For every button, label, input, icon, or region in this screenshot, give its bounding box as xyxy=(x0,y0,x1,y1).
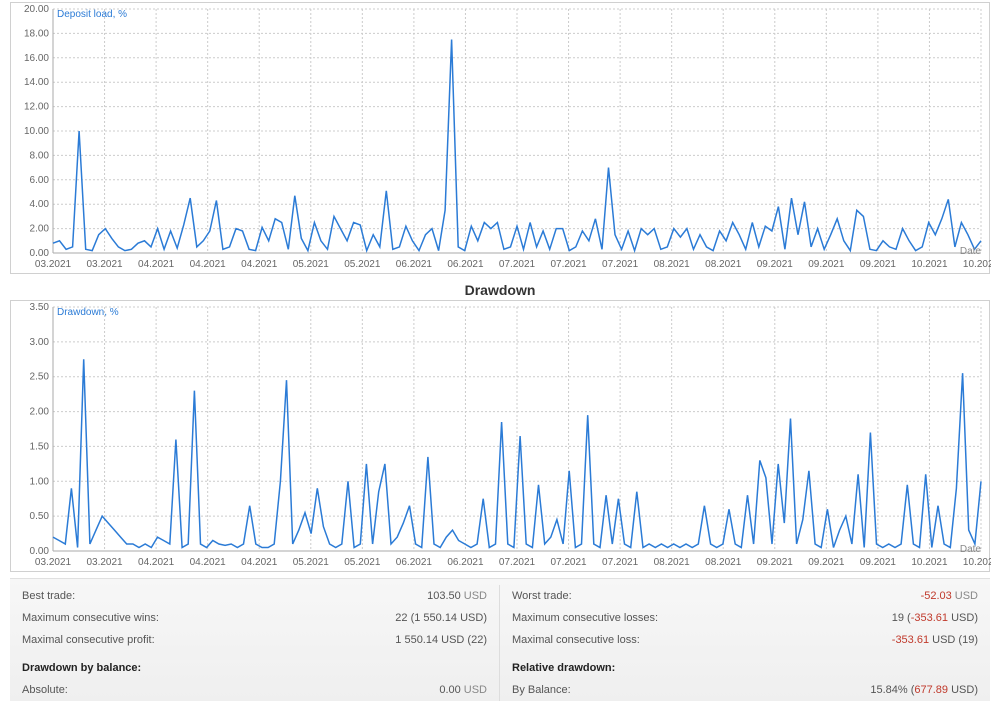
svg-text:8.00: 8.00 xyxy=(30,150,50,161)
svg-text:0.00: 0.00 xyxy=(30,546,50,557)
svg-text:06.2021: 06.2021 xyxy=(396,259,433,270)
svg-text:08.2021: 08.2021 xyxy=(654,259,691,270)
stats-panel: Best trade: 103.50USD Maximum consecutiv… xyxy=(10,578,990,701)
svg-text:10.2021: 10.2021 xyxy=(911,259,948,270)
svg-text:08.2021: 08.2021 xyxy=(705,259,742,270)
chart2-svg: 0.00 0.50 1.00 1.50 2.00 2.50 3.00 3.50 03.2021 0… xyxy=(11,301,991,571)
chart1-date-label: Date xyxy=(960,246,981,257)
svg-text:07.2021: 07.2021 xyxy=(602,259,639,270)
chart2-title: Drawdown xyxy=(0,282,1000,298)
svg-text:05.2021: 05.2021 xyxy=(293,557,330,568)
svg-text:18.00: 18.00 xyxy=(24,28,49,39)
svg-text:07.2021: 07.2021 xyxy=(499,259,536,270)
stat-row: Maximal consecutive loss: -353.61 USD (1… xyxy=(500,629,990,651)
svg-text:2.50: 2.50 xyxy=(30,372,50,383)
stat-header: Relative drawdown: xyxy=(500,657,990,679)
svg-text:09.2021: 09.2021 xyxy=(808,557,845,568)
svg-text:1.00: 1.00 xyxy=(30,476,50,487)
svg-text:03.2021: 03.2021 xyxy=(35,557,72,568)
stat-value: 22 (1 550.14 USD) xyxy=(395,612,487,624)
svg-text:05.2021: 05.2021 xyxy=(344,259,381,270)
drawdown-chart: Drawdown, % Date 0.00 0.50 1.00 1.50 2.00 2.5… xyxy=(10,300,990,572)
svg-text:12.00: 12.00 xyxy=(24,102,49,113)
svg-text:07.2021: 07.2021 xyxy=(550,259,587,270)
chart1-svg: 0.00 2.00 4.00 6.00 8.00 10.00 12.00 14.00 16.00… xyxy=(11,3,991,273)
svg-text:4.00: 4.00 xyxy=(30,199,50,210)
svg-text:10.2021: 10.2021 xyxy=(963,259,991,270)
stats-col-left: Best trade: 103.50USD Maximum consecutiv… xyxy=(10,585,500,701)
stat-row: Absolute: 0.00USD xyxy=(10,679,499,701)
stat-value: 103.50USD xyxy=(427,590,487,602)
svg-text:14.00: 14.00 xyxy=(24,77,49,88)
stat-label: Best trade: xyxy=(22,590,427,602)
svg-text:1.50: 1.50 xyxy=(30,441,50,452)
stat-value: -52.03USD xyxy=(921,590,978,602)
svg-text:09.2021: 09.2021 xyxy=(860,259,897,270)
svg-text:04.2021: 04.2021 xyxy=(138,259,175,270)
stat-row: Best trade: 103.50USD xyxy=(10,585,499,607)
stat-value: 15.84% (677.89 USD) xyxy=(870,684,978,696)
svg-text:04.2021: 04.2021 xyxy=(190,557,227,568)
chart1-legend: Deposit load, % xyxy=(57,9,127,20)
chart2-date-label: Date xyxy=(960,544,981,555)
stat-label: By Balance: xyxy=(512,684,870,696)
stat-label: Maximum consecutive wins: xyxy=(22,612,395,624)
svg-text:09.2021: 09.2021 xyxy=(757,259,794,270)
svg-text:04.2021: 04.2021 xyxy=(241,557,278,568)
svg-text:20.00: 20.00 xyxy=(24,4,49,15)
svg-text:09.2021: 09.2021 xyxy=(860,557,897,568)
svg-text:07.2021: 07.2021 xyxy=(499,557,536,568)
svg-text:09.2021: 09.2021 xyxy=(808,259,845,270)
stat-value: 19 (-353.61 USD) xyxy=(892,612,978,624)
chart2-legend: Drawdown, % xyxy=(57,307,119,318)
stat-label: Maximum consecutive losses: xyxy=(512,612,892,624)
svg-text:06.2021: 06.2021 xyxy=(396,557,433,568)
stat-header: Drawdown by balance: xyxy=(10,657,499,679)
stat-row: Worst trade: -52.03USD xyxy=(500,585,990,607)
svg-text:05.2021: 05.2021 xyxy=(344,557,381,568)
svg-text:0.00: 0.00 xyxy=(30,248,50,259)
stat-value: 1 550.14 USD (22) xyxy=(395,634,487,646)
svg-text:07.2021: 07.2021 xyxy=(602,557,639,568)
stats-col-right: Worst trade: -52.03USD Maximum consecuti… xyxy=(500,585,990,701)
stat-row: Maximal consecutive profit: 1 550.14 USD… xyxy=(10,629,499,651)
svg-text:6.00: 6.00 xyxy=(30,175,50,186)
stat-label: Maximal consecutive profit: xyxy=(22,634,395,646)
svg-text:09.2021: 09.2021 xyxy=(757,557,794,568)
svg-text:04.2021: 04.2021 xyxy=(241,259,278,270)
svg-text:08.2021: 08.2021 xyxy=(705,557,742,568)
stat-row: Maximum consecutive losses: 19 (-353.61 … xyxy=(500,607,990,629)
svg-text:3.00: 3.00 xyxy=(30,337,50,348)
stat-value: -353.61 USD (19) xyxy=(892,634,978,646)
svg-text:0.50: 0.50 xyxy=(30,511,50,522)
svg-text:10.00: 10.00 xyxy=(24,126,49,137)
stat-label: Maximal consecutive loss: xyxy=(512,634,892,646)
svg-text:16.00: 16.00 xyxy=(24,53,49,64)
svg-text:04.2021: 04.2021 xyxy=(190,259,227,270)
svg-text:3.50: 3.50 xyxy=(30,302,50,313)
stat-value: 0.00USD xyxy=(439,684,487,696)
svg-text:03.2021: 03.2021 xyxy=(35,259,72,270)
svg-text:03.2021: 03.2021 xyxy=(86,557,123,568)
svg-text:07.2021: 07.2021 xyxy=(550,557,587,568)
svg-text:08.2021: 08.2021 xyxy=(654,557,691,568)
svg-text:06.2021: 06.2021 xyxy=(447,557,484,568)
svg-text:2.00: 2.00 xyxy=(30,407,50,418)
svg-text:10.2021: 10.2021 xyxy=(963,557,991,568)
svg-text:06.2021: 06.2021 xyxy=(447,259,484,270)
svg-text:03.2021: 03.2021 xyxy=(86,259,123,270)
svg-text:10.2021: 10.2021 xyxy=(911,557,948,568)
svg-text:04.2021: 04.2021 xyxy=(138,557,175,568)
deposit-load-chart: Deposit load, % Date 0.00 2.00 4.00 6.00 8.0… xyxy=(10,2,990,274)
stat-label: Worst trade: xyxy=(512,590,921,602)
stat-row: Maximum consecutive wins: 22 (1 550.14 U… xyxy=(10,607,499,629)
svg-text:05.2021: 05.2021 xyxy=(293,259,330,270)
stat-label: Absolute: xyxy=(22,684,439,696)
svg-text:2.00: 2.00 xyxy=(30,224,50,235)
stat-row: By Balance: 15.84% (677.89 USD) xyxy=(500,679,990,701)
